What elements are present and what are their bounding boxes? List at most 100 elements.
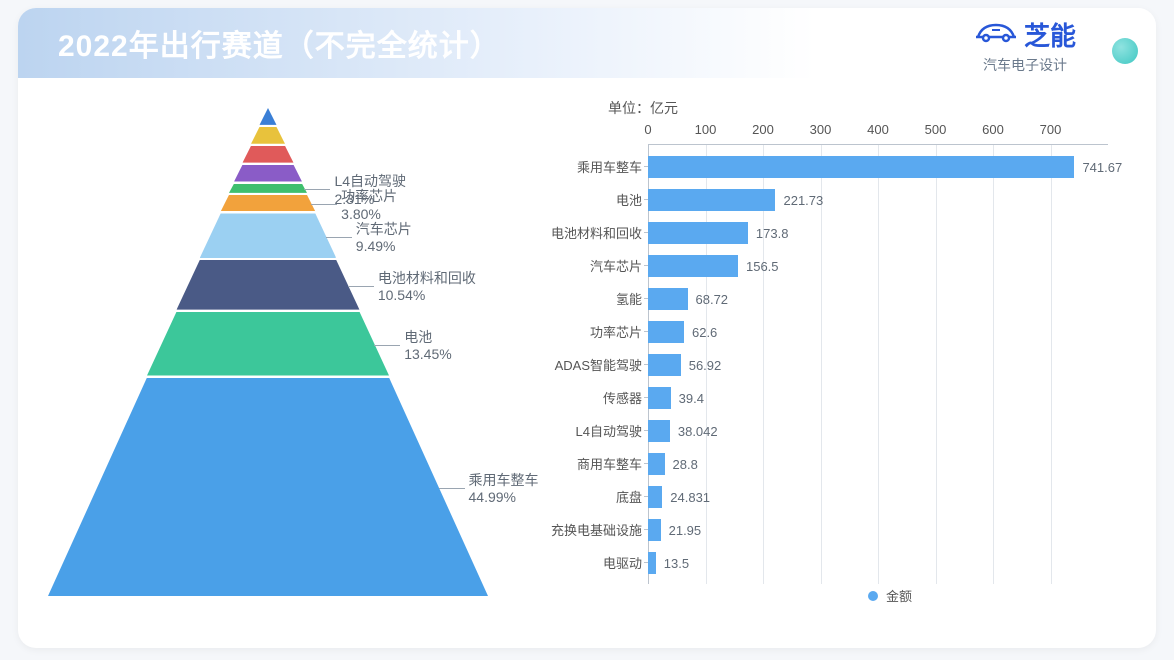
bar-row: 24.831 [648,485,710,509]
bar-chart: 单位：亿元 0100200300400500600700 741.67 221.7… [518,98,1128,618]
pyramid-slice [177,260,360,310]
pyramid-label: 汽车芯片9.49% [356,221,412,256]
bar [648,486,662,508]
bar [648,222,748,244]
pyramid-slice [260,108,277,125]
bar-category-label: 汽车芯片 [590,256,642,275]
bar-category-label: L4自动驾驶 [576,421,642,440]
bar-tick [644,562,648,563]
bar-row: 28.8 [648,452,698,476]
bar [648,552,656,574]
car-icon [974,19,1018,50]
bar-category-label: 底盘 [616,487,642,506]
bar-tick [644,298,648,299]
pyramid-label: 电池13.45% [404,329,451,364]
bar-row: 741.67 [648,155,1122,179]
bar-value-label: 28.8 [673,457,698,472]
bar-category-label: 氢能 [616,289,642,308]
pyramid-slice [48,378,488,596]
bar-value-label: 21.95 [669,523,702,538]
bar-row: 21.95 [648,518,701,542]
bar-tick [644,496,648,497]
bar-category-label: ADAS智能驾驶 [555,355,642,374]
logo-text: 芝能 [1024,16,1076,53]
bar-category-label: 充换电基础设施 [551,520,642,539]
bar-category-label: 电池材料和回收 [551,223,642,242]
pyramid-slice [221,195,316,212]
bar-tick [644,364,648,365]
bar-value-label: 39.4 [679,391,704,406]
leader-line [348,286,374,287]
pyramid-chart: 乘用车整车44.99%电池13.45%电池材料和回收10.54%汽车芯片9.49… [48,108,488,608]
bar-tick [644,529,648,530]
logo-subtitle: 汽车电子设计 [974,55,1076,75]
bar [648,354,681,376]
legend-dot-icon [868,591,878,601]
bar-category-label: 传感器 [603,388,642,407]
x-tick-label: 500 [907,122,965,137]
pyramid-slice [243,146,294,163]
gridline [1051,145,1052,584]
page-title: 2022年出行赛道（不完全统计） [58,21,501,65]
pyramid-slice [234,165,302,182]
bar-category-label: 功率芯片 [590,322,642,341]
bar-row: 221.73 [648,188,823,212]
bar [648,420,670,442]
legend: 金额 [868,586,912,605]
bar-row: 173.8 [648,221,788,245]
legend-label: 金额 [886,586,912,605]
bar-value-label: 62.6 [692,325,717,340]
bar-row: 56.92 [648,353,721,377]
bar [648,387,671,409]
leader-line [326,237,352,238]
leader-line [439,488,465,489]
bar-tick [644,430,648,431]
bar-value-label: 13.5 [664,556,689,571]
bar-tick [644,166,648,167]
gridline [878,145,879,584]
bar-value-label: 56.92 [689,358,722,373]
bar-row: 68.72 [648,287,728,311]
gridline [993,145,994,584]
bar [648,453,665,475]
leader-line [374,345,400,346]
x-axis: 0100200300400500600700 [648,122,1079,137]
bar [648,288,688,310]
bar-tick [644,397,648,398]
bar [648,189,775,211]
bar [648,255,738,277]
x-tick-label: 700 [1022,122,1080,137]
x-tick-label: 300 [792,122,850,137]
leader-line [311,204,337,205]
bar-value-label: 741.67 [1082,160,1122,175]
decorative-dot [1112,38,1138,64]
bar [648,156,1074,178]
unit-label: 单位：亿元 [608,98,678,118]
gridline [936,145,937,584]
pyramid-slice [251,127,285,144]
bar-row: 156.5 [648,254,779,278]
bar-tick [644,331,648,332]
bar [648,519,661,541]
bar-tick [644,265,648,266]
bar-category-label: 商用车整车 [577,454,642,473]
bar-row: 38.042 [648,419,718,443]
bar-row: 39.4 [648,386,704,410]
logo-block: 芝能 汽车电子设计 [974,16,1076,75]
card: 2022年出行赛道（不完全统计） 芝能 汽车电子设计 乘用车整车44.99%电池… [18,8,1156,648]
bar-category-label: 电池 [616,190,642,209]
bar-value-label: 173.8 [756,226,789,241]
pyramid-slice [200,213,336,258]
bar-category-label: 电驱动 [603,553,642,572]
bar-value-label: 68.72 [696,292,729,307]
bar-value-label: 221.73 [783,193,823,208]
x-tick-label: 100 [677,122,735,137]
pyramid-label: 电池材料和回收10.54% [378,270,476,305]
bar-category-label: 乘用车整车 [577,157,642,176]
pyramid-slice [147,312,389,376]
bar-value-label: 24.831 [670,490,710,505]
bar-tick [644,463,648,464]
x-tick-label: 400 [849,122,907,137]
bar [648,321,684,343]
bar-value-label: 156.5 [746,259,779,274]
